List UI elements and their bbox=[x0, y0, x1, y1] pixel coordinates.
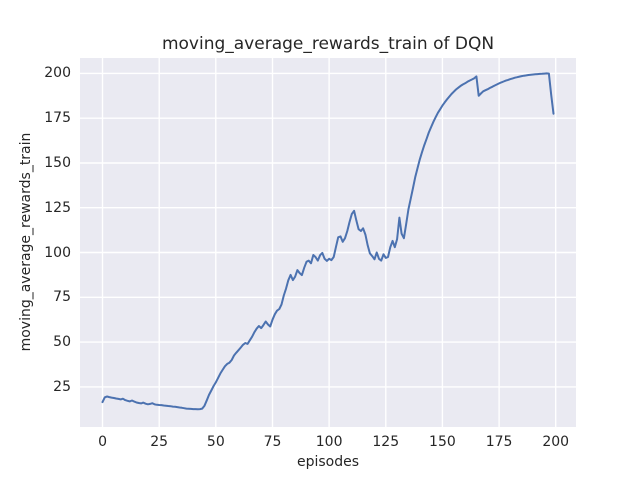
gridlines bbox=[80, 58, 576, 427]
y-tick-label: 25 bbox=[53, 378, 71, 395]
x-axis-label: episodes bbox=[296, 454, 360, 470]
y-tick-label: 175 bbox=[44, 110, 71, 127]
x-tick-label: 150 bbox=[429, 434, 456, 450]
x-tick-label: 100 bbox=[315, 434, 343, 450]
x-tick-label: 200 bbox=[542, 434, 570, 450]
x-tick-label: 75 bbox=[263, 434, 282, 450]
x-tick-label: 50 bbox=[206, 434, 225, 450]
y-tick-label: 200 bbox=[44, 65, 71, 82]
x-tick-label: 25 bbox=[150, 434, 169, 450]
y-tick-label: 75 bbox=[53, 289, 71, 306]
series-line bbox=[101, 72, 555, 411]
x-tick-label: 175 bbox=[485, 434, 513, 450]
chart-title: moving_average_rewards_train of DQN bbox=[161, 34, 495, 54]
x-tick-label: 0 bbox=[98, 434, 107, 450]
y-tick-label: 100 bbox=[44, 244, 71, 261]
y-tick-label: 150 bbox=[44, 154, 71, 171]
y-tick-label: 50 bbox=[53, 334, 71, 351]
plot-area bbox=[80, 58, 576, 427]
x-tick-label: 125 bbox=[372, 434, 400, 450]
y-tick-label: 125 bbox=[44, 199, 71, 216]
line-chart-canvas bbox=[80, 58, 576, 427]
